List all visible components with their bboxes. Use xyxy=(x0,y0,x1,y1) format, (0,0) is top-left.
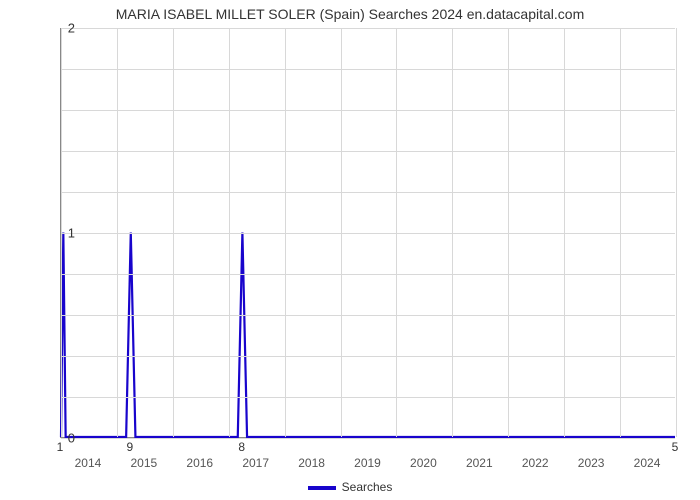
curve-value-label: 1 xyxy=(57,440,64,454)
x-tick-label: 2022 xyxy=(522,456,549,470)
y-tick-label: 0 xyxy=(68,431,75,446)
gridline-h xyxy=(61,233,675,234)
gridline-h xyxy=(61,274,675,275)
curve-value-label: 9 xyxy=(127,440,134,454)
gridline-v xyxy=(229,28,230,437)
gridline-h xyxy=(61,28,675,29)
y-tick-label: 1 xyxy=(68,226,75,241)
y-tick-label: 2 xyxy=(68,21,75,36)
x-tick-label: 2023 xyxy=(578,456,605,470)
x-tick-label: 2019 xyxy=(354,456,381,470)
gridline-h xyxy=(61,397,675,398)
x-tick-label: 2016 xyxy=(186,456,213,470)
gridline-v xyxy=(396,28,397,437)
curve-value-label: 8 xyxy=(238,440,245,454)
curve-value-label: 5 xyxy=(672,440,679,454)
gridline-v xyxy=(117,28,118,437)
gridline-h xyxy=(61,151,675,152)
gridline-h xyxy=(61,315,675,316)
chart-title: MARIA ISABEL MILLET SOLER (Spain) Search… xyxy=(0,6,700,22)
gridline-h xyxy=(61,356,675,357)
plot-area xyxy=(60,28,675,438)
gridline-v xyxy=(620,28,621,437)
x-tick-label: 2017 xyxy=(242,456,269,470)
gridline-h xyxy=(61,438,675,439)
gridline-v xyxy=(173,28,174,437)
gridline-v xyxy=(564,28,565,437)
legend: Searches xyxy=(0,480,700,494)
x-tick-label: 2024 xyxy=(634,456,661,470)
chart-container: MARIA ISABEL MILLET SOLER (Spain) Search… xyxy=(0,0,700,500)
gridline-v xyxy=(508,28,509,437)
legend-swatch xyxy=(308,486,336,490)
series-polyline xyxy=(61,233,675,438)
gridline-v xyxy=(452,28,453,437)
gridline-v xyxy=(341,28,342,437)
gridline-v xyxy=(61,28,62,437)
x-tick-label: 2021 xyxy=(466,456,493,470)
gridline-h xyxy=(61,192,675,193)
x-tick-label: 2020 xyxy=(410,456,437,470)
x-tick-label: 2018 xyxy=(298,456,325,470)
x-tick-label: 2014 xyxy=(75,456,102,470)
gridline-v xyxy=(285,28,286,437)
gridline-h xyxy=(61,69,675,70)
gridline-v xyxy=(676,28,677,437)
gridline-h xyxy=(61,110,675,111)
legend-label: Searches xyxy=(342,480,393,494)
x-tick-label: 2015 xyxy=(131,456,158,470)
